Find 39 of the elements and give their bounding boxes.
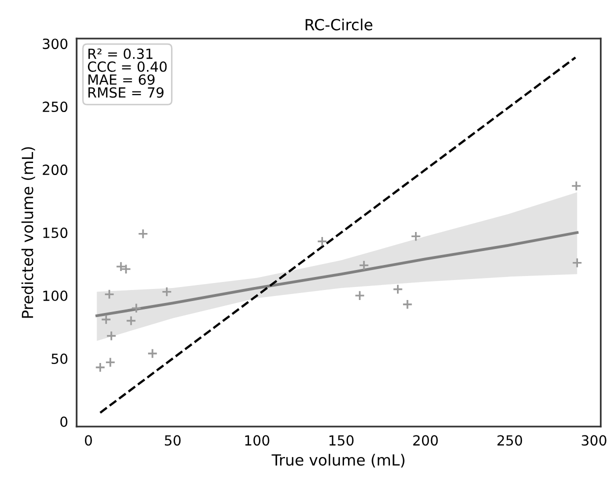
y-tick-label: 300 [42, 38, 68, 50]
y-tick-label: 150 [43, 228, 68, 238]
point [402, 299, 413, 310]
x-tick-label: 150 [329, 435, 354, 446]
x-tick-label: 0 [84, 435, 92, 446]
point [138, 228, 148, 240]
point [392, 284, 404, 294]
y-tick-label: 100 [43, 290, 68, 302]
x-tick-label: 250 [498, 435, 522, 446]
x-axis-title: True volume (mL) [272, 454, 404, 468]
point [354, 290, 365, 301]
point [104, 289, 115, 300]
annotation: R² = 0.31 CCC = 0.40 MAE = 69 RMSE = 79 [88, 48, 167, 98]
chart-title: RC-Circle [306, 18, 372, 30]
line-series [95, 231, 579, 318]
x-tick-label: 50 [164, 435, 181, 446]
point [105, 357, 116, 368]
point [116, 261, 126, 272]
point [126, 316, 136, 326]
x-tick-label: 100 [245, 435, 270, 446]
point [94, 362, 106, 373]
point [572, 258, 582, 268]
point [100, 314, 112, 325]
y-tick-label: 0 [60, 416, 68, 428]
point [120, 264, 132, 274]
point [106, 330, 117, 342]
y-tick-label: 250 [42, 102, 68, 112]
y-axis-title: Predicted volume (mL) [21, 147, 36, 318]
x-tick-label: 300 [582, 435, 606, 446]
point [358, 260, 370, 271]
x-tick-label: 200 [413, 435, 438, 446]
point [316, 236, 328, 247]
point [131, 302, 142, 314]
point [571, 180, 582, 192]
y-tick-label: 200 [42, 164, 68, 176]
y-tick-label: 50 [52, 354, 68, 364]
point [162, 286, 172, 297]
point [410, 231, 422, 242]
point [147, 348, 158, 359]
